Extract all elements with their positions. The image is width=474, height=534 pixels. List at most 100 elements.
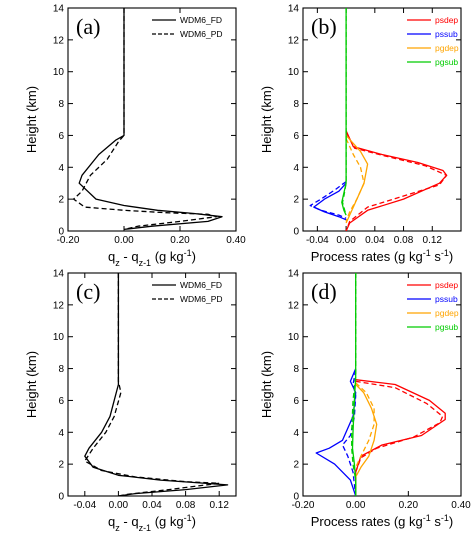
chart-panel-c: 0 2 4 6 8 10 12 14 -0.04 0.00 0.04 0.08 0.12 Height (…: [24, 269, 237, 533]
series-line-wdm6-pd-dashed: [72, 8, 218, 231]
series-line-pgdep-dashed: [345, 138, 365, 222]
x-tick-label: 0.00: [109, 500, 129, 511]
series-lines: [84, 273, 229, 496]
x-axis-label-part: -1: [184, 248, 192, 258]
chart-panel-a: 0 2 4 6 8 10 12 14 -0.20 0.00 0.20 0.40 Height (km) q…: [24, 4, 246, 269]
y-tick-label: 0: [58, 227, 64, 238]
legend-label: WDM6_PD: [180, 29, 223, 39]
panel-label: (d): [311, 279, 337, 304]
y-tick-label: 0: [58, 492, 64, 503]
y-tick-label: 2: [293, 460, 299, 471]
x-axis-label-part: -1: [441, 513, 449, 523]
plot-frame: [302, 7, 462, 232]
y-axis-label: Height (km): [24, 351, 39, 418]
x-tick-label: -0.20: [57, 235, 80, 246]
x-tick-label: -0.04: [73, 500, 96, 511]
x-tick-label: 0.12: [423, 235, 443, 246]
y-tick-label: 4: [58, 428, 64, 439]
y-tick-label: 4: [58, 163, 64, 174]
y-tick-label: 14: [288, 269, 300, 280]
y-tick-label: 2: [58, 195, 64, 206]
x-axis-label-part: ): [192, 514, 196, 529]
series-line-pssub-solid: [315, 368, 357, 496]
legend: psdep pssub pgdep pgsub: [407, 15, 459, 67]
x-axis-label-part: (g kg: [151, 249, 184, 264]
y-tick-label: 10: [53, 332, 65, 343]
legend: WDM6_FD WDM6_PD: [152, 280, 223, 304]
legend-label: pgdep: [435, 43, 459, 53]
y-tick-label: 10: [53, 67, 65, 78]
series-lines: [309, 8, 448, 231]
series-line-pgsub-dashed: [351, 273, 357, 496]
series-line-pgdep-solid: [355, 384, 378, 478]
y-axis-label: Height (km): [259, 86, 274, 153]
plot-frame: [302, 272, 462, 497]
legend: WDM6_FD WDM6_PD: [152, 15, 223, 39]
chart-panel-d: 0 2 4 6 8 10 12 14 -0.20 0.00 0.20 0.40 Height (km) P…: [259, 269, 471, 530]
y-tick-label: 14: [53, 269, 65, 280]
y-tick-label: 6: [293, 396, 299, 407]
y-tick-label: 2: [58, 460, 64, 471]
panel-label: (b): [311, 14, 337, 39]
y-tick-label: 12: [288, 300, 300, 311]
x-tick-label: 0.20: [170, 235, 190, 246]
x-axis-label-part: s: [431, 514, 442, 529]
x-tick-label: -0.20: [292, 500, 315, 511]
y-tick-label: 10: [288, 332, 300, 343]
series-lines: [315, 273, 446, 496]
series-line-pssub-dashed: [309, 181, 347, 219]
series-line-pssub-solid: [313, 182, 347, 221]
legend-label: pgdep: [435, 308, 459, 318]
series-line-wdm6-fd-solid: [78, 8, 223, 231]
y-axis-label: Height (km): [24, 86, 39, 153]
legend-label: WDM6_FD: [180, 15, 222, 25]
y-tick-label: 8: [293, 364, 299, 375]
y-tick-label: 0: [293, 227, 299, 238]
x-axis-label: Process rates (g kg-1 s-1): [311, 513, 454, 529]
x-tick-label: 0.08: [394, 235, 414, 246]
panel-label: (c): [76, 279, 100, 304]
legend: psdep pssub pgdep pgsub: [407, 280, 459, 332]
x-axis-label-part: z: [115, 523, 120, 533]
x-axis-label: qz - qz-1 (g kg-1): [108, 513, 196, 533]
x-tick-label: 0.40: [226, 235, 246, 246]
y-tick-label: 12: [53, 300, 65, 311]
series-line-pgsub-dashed: [341, 8, 347, 216]
y-tick-label: 6: [293, 131, 299, 142]
y-tick-label: 8: [58, 364, 64, 375]
x-tick-label: 0.00: [336, 235, 356, 246]
x-axis-label-part: z-1: [139, 258, 152, 268]
x-tick-label: 0.40: [451, 500, 471, 511]
x-axis-label-part: s: [431, 249, 442, 264]
series-line-psdep-dashed: [355, 380, 444, 496]
x-axis-label-part: ): [449, 514, 453, 529]
y-tick-label: 12: [53, 35, 65, 46]
x-axis-label-part: -1: [423, 513, 431, 523]
chart-panel-b: 0 2 4 6 8 10 12 14 -0.04 0.00 0.04 0.08 0.12 Height (…: [259, 4, 462, 264]
x-axis-label-part: ): [449, 249, 453, 264]
x-axis-label-part: - q: [120, 514, 139, 529]
x-tick-label: 0.20: [399, 500, 419, 511]
panel-label: (a): [76, 14, 100, 39]
x-axis-label-part: Process rates (g kg: [311, 249, 423, 264]
x-tick-label: 0.00: [114, 235, 134, 246]
y-tick-label: 6: [58, 396, 64, 407]
x-tick-label: 0.04: [365, 235, 385, 246]
x-axis-label-part: q: [108, 514, 115, 529]
y-tick-label: 6: [58, 131, 64, 142]
x-axis-label-part: z: [115, 258, 120, 268]
legend-label: pssub: [435, 29, 458, 39]
legend-label: WDM6_PD: [180, 294, 223, 304]
y-tick-label: 12: [288, 35, 300, 46]
x-axis-label-part: (g kg: [151, 514, 184, 529]
series-line-wdm6-pd-dashed: [84, 273, 220, 496]
legend-label: pgsub: [435, 322, 458, 332]
x-axis-label-part: -1: [423, 248, 431, 258]
x-axis-label-part: q: [108, 249, 115, 264]
series-line-psdep-solid: [345, 130, 448, 231]
y-tick-label: 4: [293, 163, 299, 174]
y-tick-label: 8: [293, 99, 299, 110]
x-tick-label: 0.00: [346, 500, 366, 511]
